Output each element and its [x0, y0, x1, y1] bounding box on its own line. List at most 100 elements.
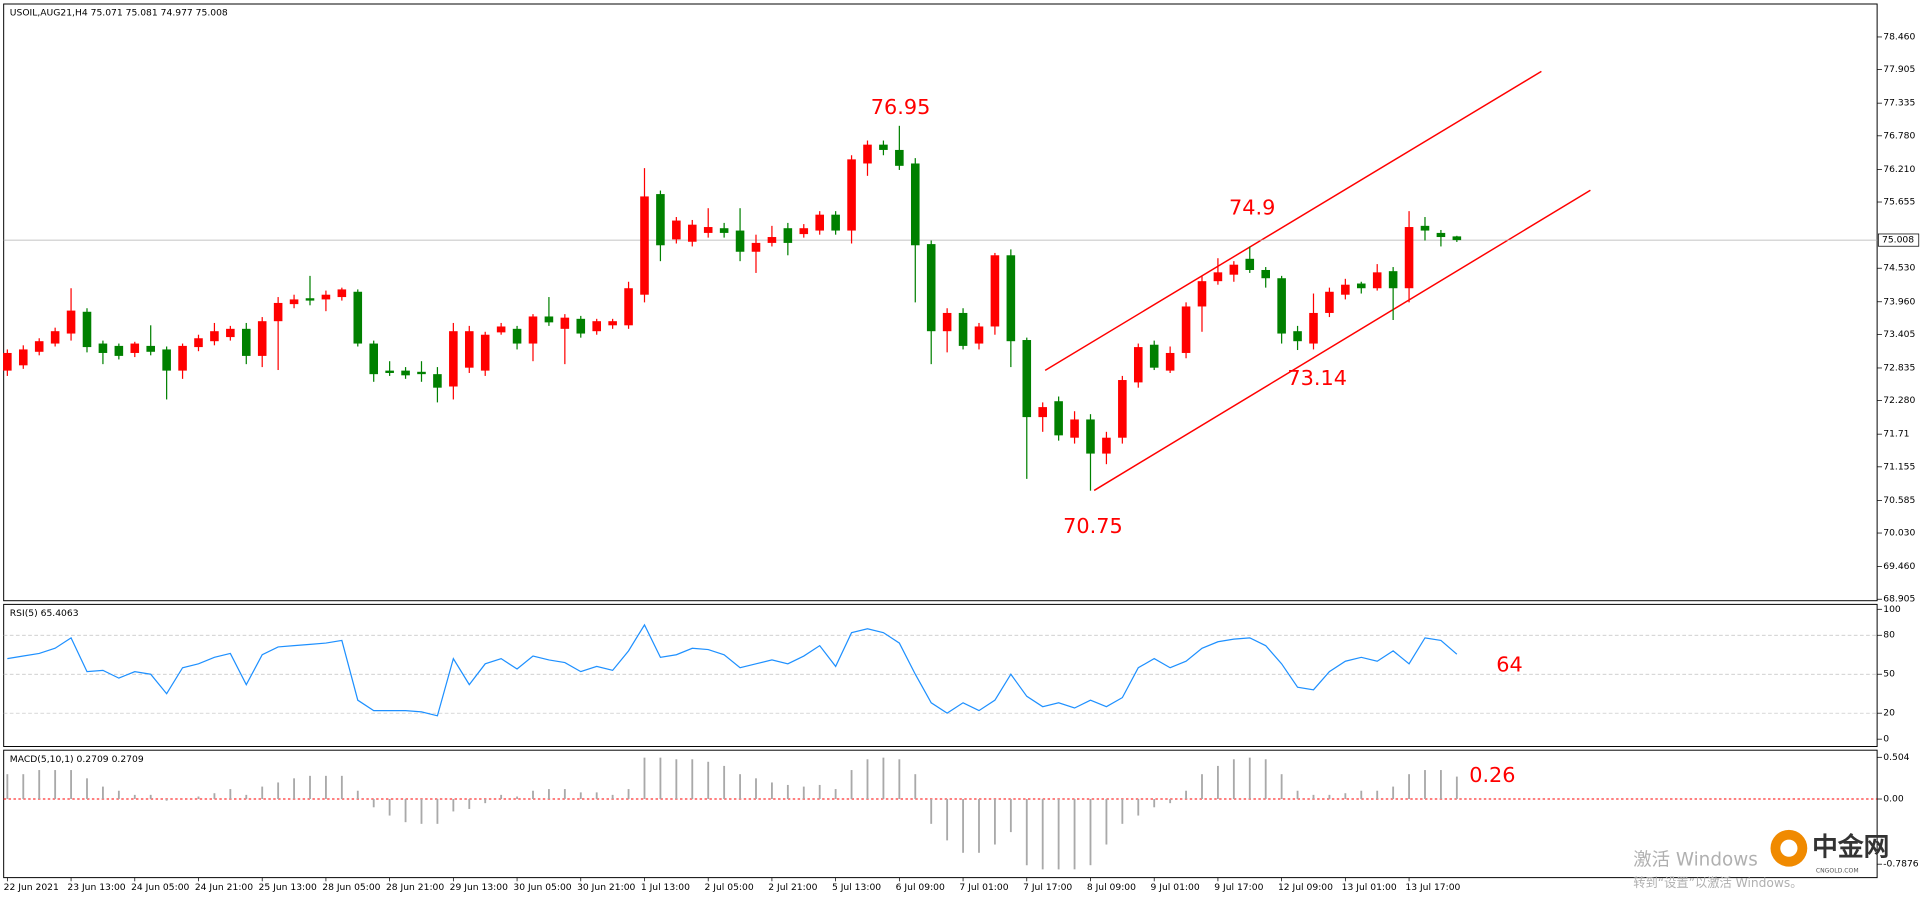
- candle-body: [544, 316, 554, 323]
- candle-body: [82, 311, 92, 348]
- candle-body: [656, 194, 665, 246]
- main-panel: [3, 3, 1878, 602]
- candle-body: [1022, 340, 1032, 418]
- candle-body: [210, 331, 219, 342]
- y-tick-label: 20: [1883, 708, 1895, 719]
- main-header: USOIL,AUG21,H4 75.071 75.081 74.977 75.0…: [10, 7, 228, 18]
- candle-body: [194, 338, 203, 348]
- candle-body: [767, 237, 777, 243]
- y-tick-label: 72.835: [1883, 362, 1915, 373]
- x-tick-label: 13 Jul 01:00: [1342, 882, 1397, 893]
- candle-body: [751, 242, 761, 252]
- candle-body: [241, 328, 251, 356]
- candle-body: [1277, 278, 1286, 334]
- candle-body: [98, 343, 108, 353]
- candle-body: [815, 214, 824, 231]
- candle-body: [783, 228, 793, 243]
- candle-body: [18, 349, 28, 366]
- x-tick-label: 28 Jun 21:00: [386, 882, 444, 893]
- x-tick-label: 2 Jul 05:00: [705, 882, 754, 893]
- x-tick-label: 25 Jun 13:00: [259, 882, 317, 893]
- candle-body: [1356, 283, 1366, 289]
- candle-body: [528, 316, 538, 344]
- header-close: 75.008: [196, 7, 228, 18]
- candle-body: [1213, 272, 1223, 282]
- candle-body: [417, 371, 426, 375]
- x-tick-label: 13 Jul 17:00: [1405, 882, 1460, 893]
- candle-body: [608, 321, 617, 326]
- macd-panel: [3, 749, 1878, 879]
- candle-body: [879, 144, 888, 150]
- candle-body: [1261, 269, 1270, 279]
- y-tick-label: 76.210: [1883, 164, 1915, 175]
- candle-body: [910, 163, 920, 246]
- y-tick-label: 77.335: [1883, 98, 1915, 109]
- macd-last: 0.2709: [77, 753, 109, 764]
- header-high: 75.081: [126, 7, 158, 18]
- candle-body: [1133, 347, 1143, 383]
- x-tick-label: 30 Jun 21:00: [577, 882, 635, 893]
- annotation: 73.14: [1287, 366, 1347, 390]
- x-tick-label: 24 Jun 21:00: [195, 882, 253, 893]
- y-tick-label: 71.155: [1883, 461, 1915, 472]
- x-tick-label: 23 Jun 13:00: [67, 882, 125, 893]
- candle-body: [560, 317, 570, 329]
- candle-body: [831, 214, 840, 231]
- candle-body: [1165, 352, 1175, 371]
- candle-body: [1070, 419, 1079, 438]
- candle-body: [1197, 281, 1207, 307]
- candle-body: [735, 230, 745, 252]
- candle-body: [3, 352, 12, 371]
- candle-body: [703, 227, 713, 233]
- candle-body: [257, 321, 267, 356]
- rsi-last: 65.4063: [41, 607, 79, 618]
- candle-body: [401, 370, 410, 376]
- candle-body: [496, 326, 506, 333]
- candle-body: [847, 159, 856, 231]
- candle-body: [1038, 407, 1047, 418]
- candle-body: [863, 144, 872, 164]
- candle-body: [337, 289, 347, 298]
- y-tick-label: 50: [1883, 669, 1895, 680]
- candle-body: [799, 228, 809, 235]
- candle-body: [592, 321, 601, 332]
- annotation: 64: [1496, 653, 1522, 677]
- rsi-title: RSI(5): [10, 607, 38, 618]
- y-tick-label: 73.405: [1883, 329, 1915, 340]
- candle-body: [1054, 401, 1063, 436]
- x-tick-label: 1 Jul 13:00: [641, 882, 690, 893]
- macd-title: MACD(5,10,1): [10, 753, 74, 764]
- logo-url: CNGOLD.COM: [1816, 867, 1859, 874]
- candle-body: [433, 374, 442, 388]
- candle-body: [990, 255, 1000, 327]
- candle-body: [130, 343, 140, 353]
- header-low: 74.977: [161, 7, 193, 18]
- x-tick-label: 5 Jul 13:00: [832, 882, 881, 893]
- annotation: 74.9: [1229, 196, 1275, 220]
- y-tick-label: 69.460: [1883, 561, 1915, 572]
- y-tick-label: 0.00: [1883, 794, 1904, 805]
- x-tick-label: 28 Jun 05:00: [322, 882, 380, 893]
- candle-body: [1420, 225, 1430, 231]
- candle-body: [974, 326, 984, 344]
- y-tick-label: 70.030: [1883, 528, 1915, 539]
- channel-upper: [1044, 70, 1542, 371]
- candle-body: [1404, 227, 1414, 289]
- candle-body: [895, 149, 904, 166]
- candle-body: [1149, 344, 1159, 368]
- x-tick-label: 29 Jun 13:00: [450, 882, 508, 893]
- x-tick-label: 6 Jul 09:00: [896, 882, 945, 893]
- y-tick-label: 100: [1883, 604, 1901, 615]
- y-tick-label: 70.585: [1883, 495, 1915, 506]
- candle-body: [672, 220, 681, 240]
- candle-body: [1436, 232, 1446, 238]
- y-tick-label: 68.905: [1883, 594, 1915, 605]
- x-tick-label: 7 Jul 01:00: [959, 882, 1008, 893]
- macd-header: MACD(5,10,1) 0.2709 0.2709: [10, 753, 144, 764]
- y-tick-label: 73.960: [1883, 296, 1915, 307]
- current-price-label: 75.008: [1882, 235, 1914, 246]
- candle-body: [305, 298, 315, 301]
- candle-body: [1006, 255, 1016, 342]
- candle-body: [273, 302, 283, 322]
